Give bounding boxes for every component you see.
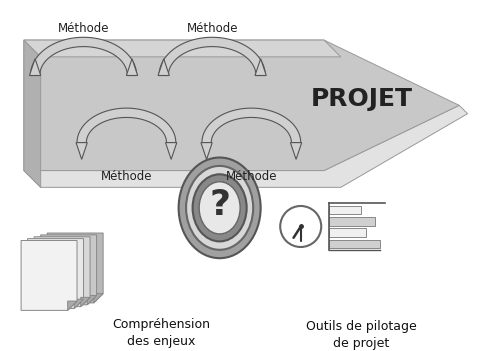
Text: Méthode: Méthode [101, 170, 152, 183]
Text: Méthode: Méthode [186, 22, 238, 35]
Polygon shape [30, 59, 41, 75]
Text: PROJET: PROJET [310, 87, 412, 111]
Polygon shape [158, 59, 169, 75]
Polygon shape [68, 301, 77, 310]
Polygon shape [94, 293, 103, 303]
Polygon shape [166, 143, 177, 159]
Polygon shape [24, 40, 459, 171]
Bar [329, 229, 366, 237]
Bar [329, 217, 375, 226]
Text: Méthode: Méthode [58, 22, 109, 35]
Text: Compréhension
des enjeux: Compréhension des enjeux [112, 318, 210, 348]
Text: Méthode: Méthode [226, 170, 277, 183]
Polygon shape [81, 297, 90, 307]
Polygon shape [74, 299, 84, 309]
Ellipse shape [179, 158, 261, 258]
Polygon shape [77, 108, 176, 143]
Polygon shape [28, 239, 84, 309]
Polygon shape [159, 37, 265, 75]
Circle shape [280, 206, 321, 247]
Polygon shape [24, 40, 41, 187]
Polygon shape [34, 237, 90, 307]
Polygon shape [201, 143, 212, 159]
Ellipse shape [199, 182, 240, 234]
Polygon shape [126, 59, 137, 75]
Bar [329, 206, 362, 214]
Polygon shape [24, 40, 341, 57]
Polygon shape [255, 59, 266, 75]
Polygon shape [21, 240, 77, 310]
Bar [329, 239, 380, 248]
Polygon shape [30, 37, 136, 75]
Polygon shape [47, 233, 103, 303]
Ellipse shape [186, 166, 253, 250]
Polygon shape [24, 105, 468, 187]
Polygon shape [41, 235, 97, 305]
Polygon shape [202, 108, 301, 143]
Polygon shape [87, 296, 97, 305]
Text: ?: ? [209, 188, 230, 222]
Ellipse shape [193, 174, 247, 241]
Polygon shape [76, 143, 87, 159]
Polygon shape [290, 143, 302, 159]
Text: Outils de pilotage
de projet: Outils de pilotage de projet [306, 320, 417, 350]
